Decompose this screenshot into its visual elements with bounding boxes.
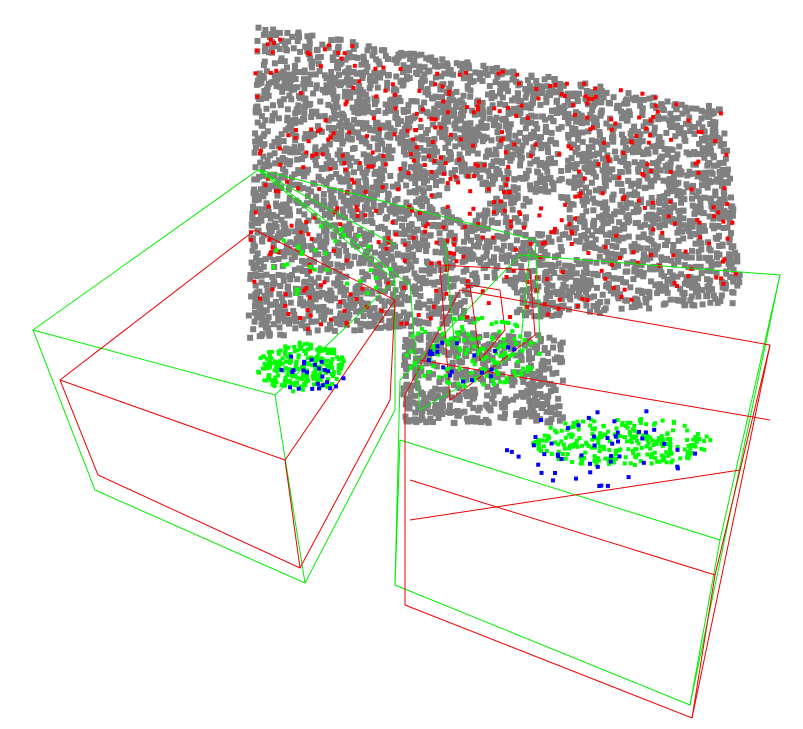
box-left-ground-truth bbox=[59, 229, 396, 569]
highlight-points bbox=[249, 37, 738, 332]
box-center-prediction bbox=[259, 169, 541, 411]
box-center-ground-truth bbox=[439, 264, 536, 401]
extra-points bbox=[279, 340, 697, 488]
